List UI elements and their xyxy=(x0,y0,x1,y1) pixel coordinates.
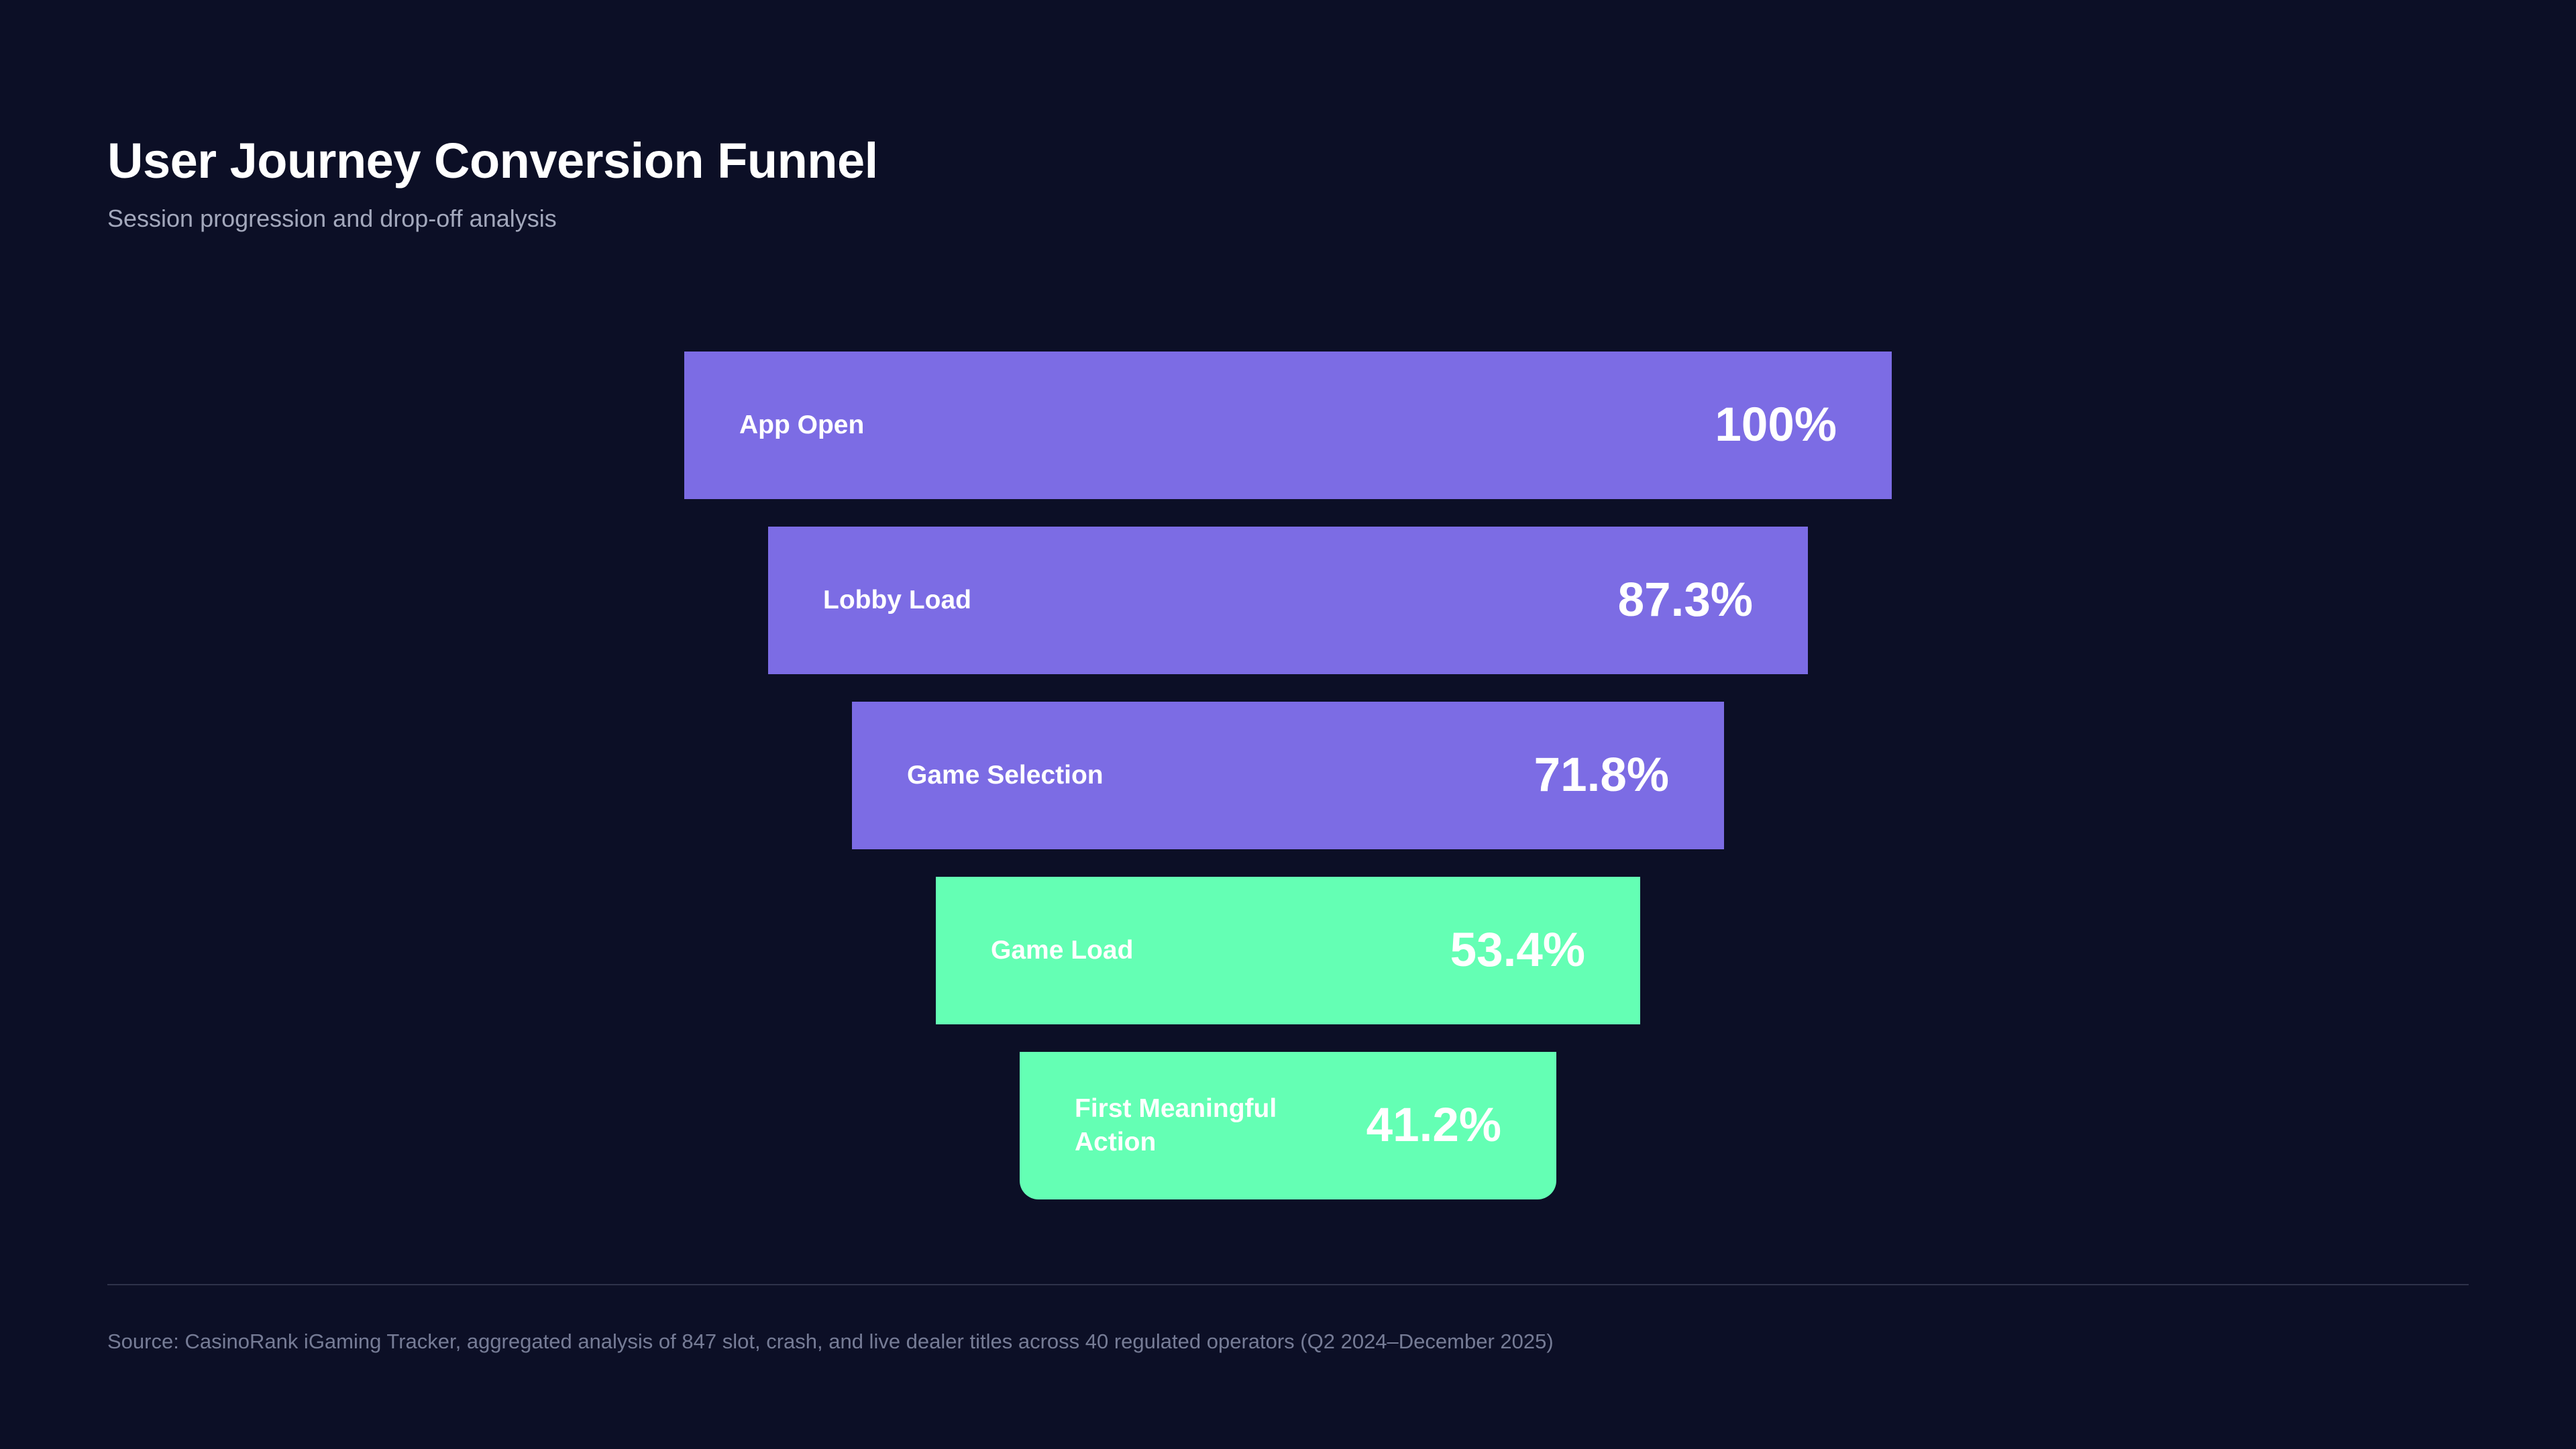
funnel-bar-1: App Open 100% xyxy=(684,351,1892,499)
footer-divider xyxy=(107,1283,2469,1285)
funnel-stage-label: Lobby Load xyxy=(823,585,971,614)
funnel-bar-3: Game Selection 71.8% xyxy=(852,701,1724,849)
conversion-funnel-chart: App Open 100% Lobby Load 87.3% Game Selectio… xyxy=(107,351,2469,1199)
page-subtitle: Session progression and drop-off analysi… xyxy=(107,204,557,232)
funnel-bar-5: First Meaningful Action 41.2% xyxy=(1020,1051,1556,1199)
funnel-bar-4: Game Load 53.4% xyxy=(936,876,1640,1024)
page-title: User Journey Conversion Funnel xyxy=(107,133,878,189)
funnel-stage-value: 41.2% xyxy=(1366,1099,1501,1152)
funnel-stage-value: 87.3% xyxy=(1617,574,1753,627)
funnel-stage-label: First Meaningful Action xyxy=(1075,1093,1277,1157)
funnel-stage-label: App Open xyxy=(739,410,865,439)
funnel-stage-value: 100% xyxy=(1715,398,1837,452)
funnel-stage-value: 71.8% xyxy=(1534,749,1669,802)
funnel-stage-value: 53.4% xyxy=(1450,924,1585,977)
source-note: Source: CasinoRank iGaming Tracker, aggr… xyxy=(107,1329,1554,1353)
funnel-stage-label: Game Load xyxy=(991,935,1134,965)
funnel-bar-2: Lobby Load 87.3% xyxy=(768,526,1808,674)
funnel-stage-label: Game Selection xyxy=(907,760,1104,790)
